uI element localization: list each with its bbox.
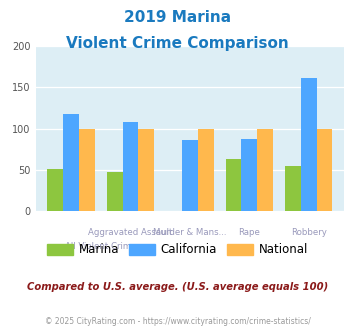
Bar <box>241 139 257 211</box>
Text: Murder & Mans...: Murder & Mans... <box>153 228 227 237</box>
Text: Rape: Rape <box>238 228 260 237</box>
Bar <box>47 169 63 211</box>
Text: 2019 Marina: 2019 Marina <box>124 10 231 25</box>
Bar <box>257 129 273 211</box>
Bar <box>285 166 301 211</box>
Bar <box>79 129 95 211</box>
Bar <box>122 122 138 211</box>
Bar <box>198 129 214 211</box>
Text: © 2025 CityRating.com - https://www.cityrating.com/crime-statistics/: © 2025 CityRating.com - https://www.city… <box>45 317 310 326</box>
Legend: Marina, California, National: Marina, California, National <box>42 239 313 261</box>
Text: All Violent Crime: All Violent Crime <box>65 242 137 251</box>
Bar <box>225 159 241 211</box>
Bar <box>317 129 333 211</box>
Bar <box>301 78 317 211</box>
Text: Aggravated Assault: Aggravated Assault <box>88 228 173 237</box>
Bar <box>63 114 79 211</box>
Text: Robbery: Robbery <box>291 228 327 237</box>
Bar <box>182 140 198 211</box>
Bar <box>138 129 154 211</box>
Text: Violent Crime Comparison: Violent Crime Comparison <box>66 36 289 51</box>
Bar <box>107 172 122 211</box>
Text: Compared to U.S. average. (U.S. average equals 100): Compared to U.S. average. (U.S. average … <box>27 282 328 292</box>
